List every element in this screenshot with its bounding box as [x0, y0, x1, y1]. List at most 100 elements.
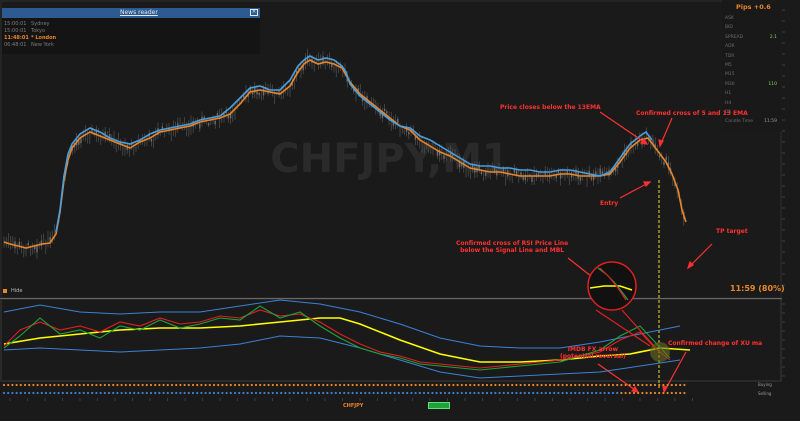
- buy-dot: [574, 383, 577, 387]
- buy-dot: [36, 383, 39, 387]
- market-info-panel: [722, 0, 782, 132]
- market-info-label: ADR: [725, 44, 735, 50]
- candle-body: [540, 172, 542, 176]
- buy-dot: [582, 383, 585, 387]
- sell-dot: [670, 391, 673, 395]
- sell-dot: [301, 391, 304, 395]
- rsi-green-line: [3, 305, 671, 371]
- sell-dot: [620, 391, 623, 395]
- candle-body: [397, 118, 399, 123]
- candle-body: [124, 144, 126, 152]
- sell-dot: [511, 391, 514, 395]
- candle-body: [137, 140, 139, 144]
- session-name: * London: [31, 35, 57, 41]
- time-axis: [0, 398, 800, 421]
- buy-dot: [179, 383, 182, 387]
- candle-body: [672, 177, 674, 181]
- sell-dot: [196, 391, 199, 395]
- buy-dot: [393, 383, 396, 387]
- sell-dot: [65, 391, 69, 395]
- candle-body: [502, 168, 505, 172]
- active-tab-indicator[interactable]: [428, 402, 450, 409]
- candle-body: [102, 133, 104, 138]
- candle-body: [482, 171, 485, 176]
- candle-body: [192, 120, 194, 127]
- candle-body: [313, 64, 315, 67]
- candle-body: [232, 111, 234, 117]
- market-info-label: M30: [725, 81, 735, 87]
- sell-dot: [355, 391, 358, 395]
- candle-body: [590, 177, 593, 180]
- candle-body: [185, 126, 188, 132]
- sell-dot: [40, 391, 43, 395]
- sell-dot: [527, 391, 531, 395]
- sell-dot: [107, 391, 111, 395]
- sell-dot: [645, 391, 648, 395]
- candle-body: [117, 137, 120, 144]
- sell-dot: [422, 391, 426, 395]
- buy-dot: [259, 383, 262, 387]
- sell-dot: [7, 391, 10, 395]
- buy-dot: [149, 383, 153, 387]
- buy-dot: [653, 383, 657, 387]
- hide-toggle[interactable]: Hide: [3, 288, 22, 294]
- candle-body: [95, 129, 98, 136]
- sell-dot: [624, 391, 627, 395]
- buy-dot: [112, 383, 115, 387]
- buy-dot: [217, 383, 220, 387]
- candle-body: [465, 164, 467, 172]
- candle-body: [333, 66, 335, 69]
- candle-body: [449, 151, 452, 157]
- candle-body: [339, 64, 342, 68]
- candle-body: [150, 138, 153, 142]
- close-icon[interactable]: ✕: [250, 9, 258, 16]
- sell-dot: [238, 391, 241, 395]
- buy-dot: [338, 383, 342, 387]
- sell-dot: [406, 391, 409, 395]
- indicator-pane-frame: [0, 298, 782, 382]
- candle-body: [234, 107, 236, 115]
- buy-dot: [82, 383, 85, 387]
- sell-dot: [414, 391, 417, 395]
- buy-dot: [86, 383, 90, 387]
- candle-body: [227, 115, 230, 119]
- buy-dot: [557, 383, 560, 387]
- sell-dot: [116, 391, 119, 395]
- candle-body: [152, 135, 155, 142]
- buy-dot: [599, 383, 602, 387]
- candle-body: [359, 88, 362, 95]
- buy-dot: [91, 383, 94, 387]
- sell-dot: [225, 391, 228, 395]
- candle-body: [526, 172, 529, 178]
- sell-dot: [607, 391, 610, 395]
- sell-dot: [569, 391, 573, 395]
- symbol-tab[interactable]: CHFJPY: [343, 403, 364, 409]
- sell-dot: [683, 391, 686, 395]
- buy-dot: [250, 383, 253, 387]
- market-info-row: SPREAD 2.1: [725, 35, 779, 40]
- candle-body: [141, 137, 144, 142]
- buy-dot: [330, 383, 333, 387]
- buy-dot: [385, 383, 388, 387]
- buy-dot: [439, 383, 442, 387]
- market-info-label: ASK: [725, 16, 734, 21]
- sell-dot: [212, 391, 216, 395]
- session-row-new-york: 06:48:01 New York: [4, 42, 54, 48]
- candle-body: [445, 154, 447, 159]
- buy-dot: [137, 383, 140, 387]
- sell-dot: [208, 391, 211, 395]
- candle-body: [430, 147, 432, 151]
- candle-body: [515, 170, 518, 175]
- candle-body: [86, 133, 89, 140]
- candle-body: [210, 119, 212, 123]
- annotation-line: below the Signal Line and MBL: [460, 247, 565, 254]
- sell-dot: [61, 391, 64, 395]
- news-reader-title[interactable]: News reader: [120, 9, 158, 16]
- session-time: 11:48:01: [4, 35, 29, 41]
- buy-dot: [246, 383, 249, 387]
- sell-dot: [271, 391, 274, 395]
- sell-dot: [427, 391, 430, 395]
- candle-body: [614, 167, 617, 172]
- candle-body: [447, 151, 450, 154]
